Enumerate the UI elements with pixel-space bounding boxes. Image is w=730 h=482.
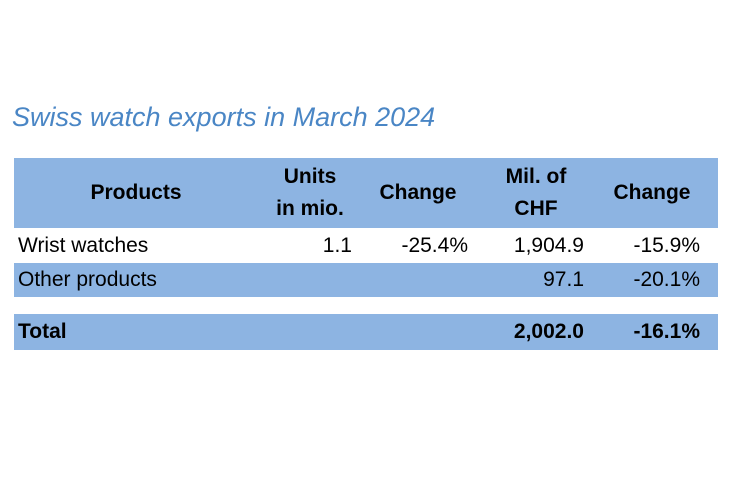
title: Swiss watch exports in March 2024 bbox=[12, 102, 436, 132]
total-row: Total 2,002.0 -16.1% bbox=[14, 314, 718, 350]
cell-value: 1,904.9 bbox=[513, 233, 584, 257]
cell-value: -16.1% bbox=[633, 320, 700, 343]
cell-value: -25.4% bbox=[401, 233, 468, 257]
cell-value: 2,002.0 bbox=[513, 320, 584, 343]
header-cell: Products bbox=[90, 181, 182, 204]
table-row: Other products 97.1 -20.1% bbox=[14, 263, 718, 297]
header-row: Products Units in mio. Change Mil. of CHF Chan… bbox=[14, 158, 718, 228]
header-cell: in mio. bbox=[276, 197, 344, 220]
header-cell: Change bbox=[379, 181, 457, 204]
row-label: Wrist watches bbox=[18, 233, 149, 257]
row-label: Total bbox=[18, 320, 67, 343]
cell-value: 97.1 bbox=[543, 268, 584, 291]
row-label: Other products bbox=[18, 268, 157, 291]
cell-value: -20.1% bbox=[633, 268, 700, 291]
header-cell: Mil. of bbox=[505, 165, 567, 188]
table-row: Wrist watches 1.1 -25.4% 1,904.9 -15.9% bbox=[14, 230, 718, 261]
header-cell: Units bbox=[283, 165, 337, 188]
header-cell: CHF bbox=[514, 197, 558, 220]
cell-value: 1.1 bbox=[322, 233, 352, 257]
header-cell: Change bbox=[613, 181, 691, 204]
cell-value: -15.9% bbox=[633, 233, 700, 257]
